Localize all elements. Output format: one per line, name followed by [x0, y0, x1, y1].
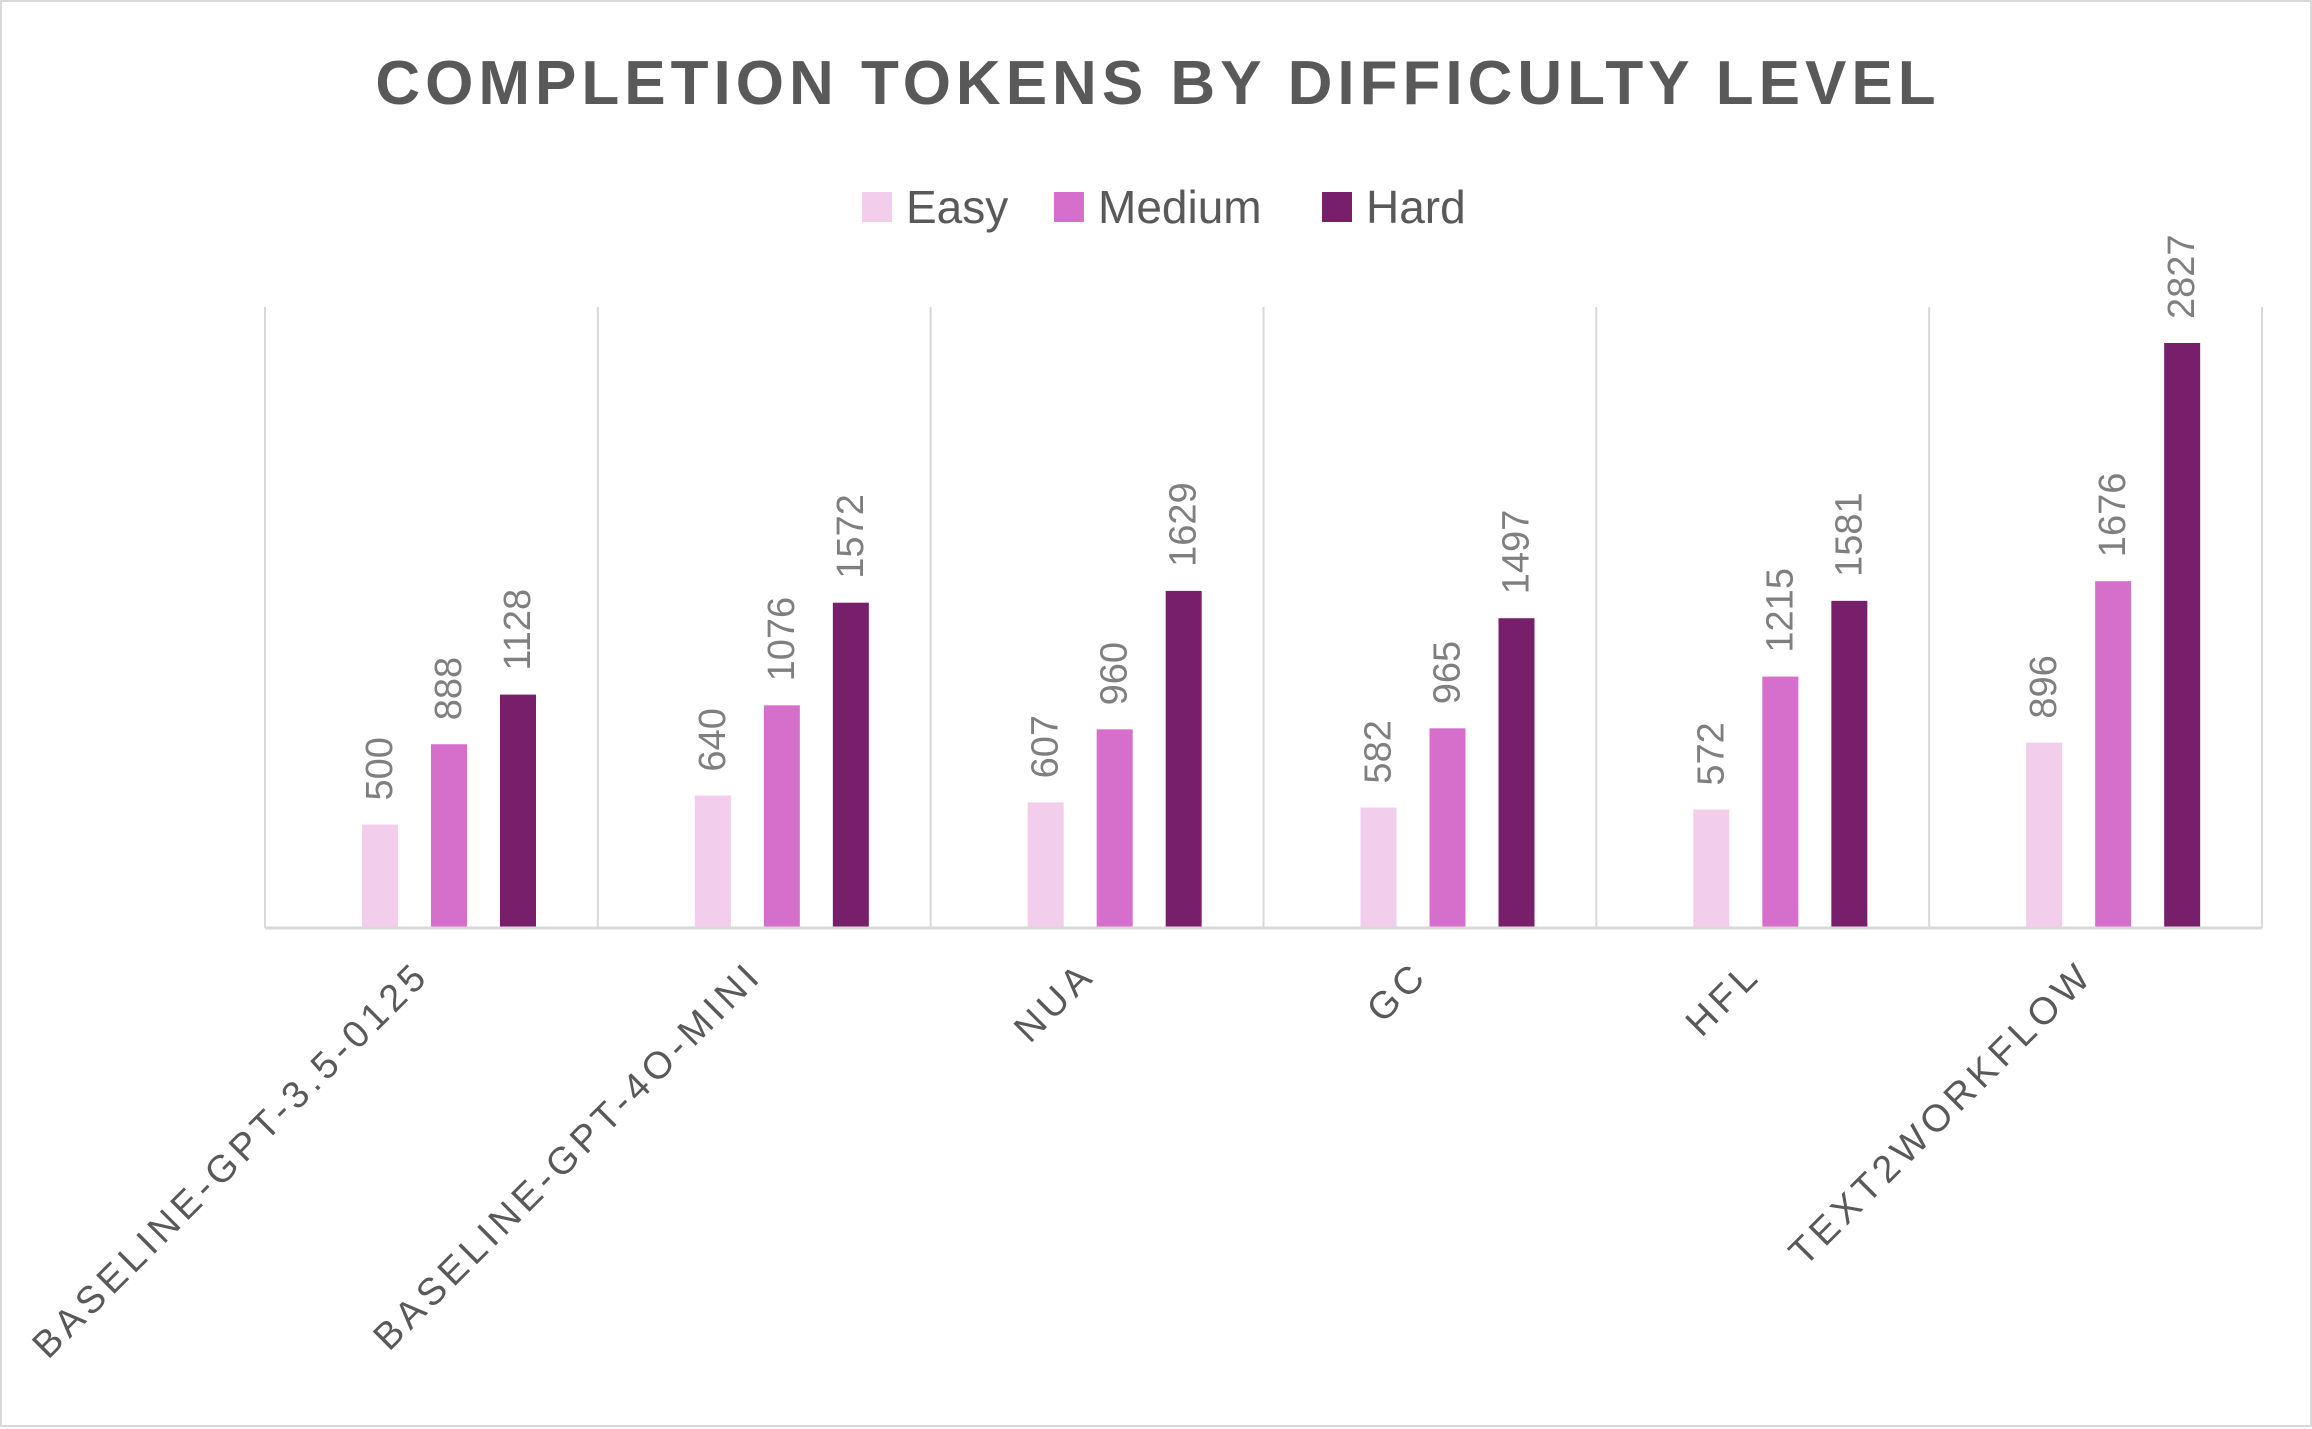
data-labels: 500 888 1128 640 1076 1572 607 960 1629 582 965 149… [359, 234, 2203, 800]
bar-baseline-gpt-3-5-0125-easy [362, 824, 398, 928]
data-label-baseline-gpt-3-5-0125-hard: 1128 [497, 589, 539, 671]
data-label-text2workflow-easy: 896 [2023, 655, 2065, 718]
category-labels: BASELINE-GPT-3.5-0125BASELINE-GPT-4O-MIN… [25, 954, 2102, 1367]
data-label-baseline-gpt-4o-mini-hard: 1572 [830, 494, 872, 579]
category-label-nua: NUA [1006, 954, 1103, 1051]
bar-gc-hard [1498, 618, 1535, 928]
data-label-hfl-hard: 1581 [1828, 492, 1870, 577]
bars [362, 343, 2201, 928]
bar-baseline-gpt-3-5-0125-medium [431, 744, 467, 928]
bar-text2workflow-hard [2164, 343, 2201, 928]
legend-item-easy: Easy [862, 181, 1008, 233]
legend-label-hard: Hard [1366, 181, 1466, 233]
data-label-text2workflow-hard: 2827 [2161, 234, 2203, 319]
legend-swatch-easy [862, 192, 892, 222]
data-label-nua-medium: 960 [1094, 642, 1136, 705]
data-label-nua-easy: 607 [1025, 715, 1067, 778]
data-label-hfl-easy: 572 [1690, 722, 1732, 785]
data-label-baseline-gpt-3-5-0125-easy: 500 [359, 737, 401, 800]
legend-item-medium: Medium [1054, 181, 1262, 233]
category-label-text2workflow: TEXT2WORKFLOW [1781, 954, 2101, 1274]
bar-baseline-gpt-4o-mini-hard [832, 602, 869, 928]
bar-nua-hard [1165, 590, 1202, 928]
bar-text2workflow-medium [2095, 581, 2132, 928]
category-label-baseline-gpt-4o-mini: BASELINE-GPT-4O-MINI [366, 954, 771, 1359]
legend-item-hard: Hard [1322, 181, 1466, 233]
legend-swatch-hard [1322, 192, 1352, 222]
bar-baseline-gpt-3-5-0125-hard [500, 694, 536, 928]
data-label-baseline-gpt-4o-mini-easy: 640 [692, 708, 734, 771]
data-label-baseline-gpt-3-5-0125-medium: 888 [428, 657, 470, 720]
bar-baseline-gpt-4o-mini-easy [694, 795, 731, 928]
data-label-baseline-gpt-4o-mini-medium: 1076 [761, 597, 803, 682]
data-label-text2workflow-medium: 1676 [2092, 473, 2134, 558]
data-label-gc-hard: 1497 [1496, 510, 1538, 595]
bar-gc-medium [1429, 728, 1466, 928]
category-label-gc: GC [1359, 954, 1436, 1031]
data-label-gc-medium: 965 [1427, 641, 1469, 704]
legend: Easy Medium Hard [862, 181, 1466, 233]
bar-hfl-easy [1693, 809, 1730, 928]
bar-gc-easy [1360, 807, 1397, 928]
category-label-hfl: HFL [1678, 954, 1769, 1045]
legend-label-medium: Medium [1098, 181, 1262, 233]
chart-title: COMPLETION TOKENS BY DIFFICULTY LEVEL [375, 49, 1940, 118]
bar-hfl-hard [1831, 600, 1868, 928]
legend-swatch-medium [1054, 192, 1084, 222]
bar-nua-easy [1027, 802, 1064, 928]
category-label-baseline-gpt-3-5-0125: BASELINE-GPT-3.5-0125 [25, 954, 438, 1367]
bar-text2workflow-easy [2026, 742, 2063, 928]
bar-baseline-gpt-4o-mini-medium [763, 705, 800, 928]
category-separators [264, 307, 2263, 928]
bar-hfl-medium [1762, 676, 1799, 928]
legend-label-easy: Easy [906, 181, 1008, 233]
data-label-hfl-medium: 1215 [1759, 568, 1801, 653]
data-label-nua-hard: 1629 [1163, 482, 1205, 567]
bar-nua-medium [1096, 729, 1133, 928]
data-label-gc-easy: 582 [1358, 720, 1400, 783]
